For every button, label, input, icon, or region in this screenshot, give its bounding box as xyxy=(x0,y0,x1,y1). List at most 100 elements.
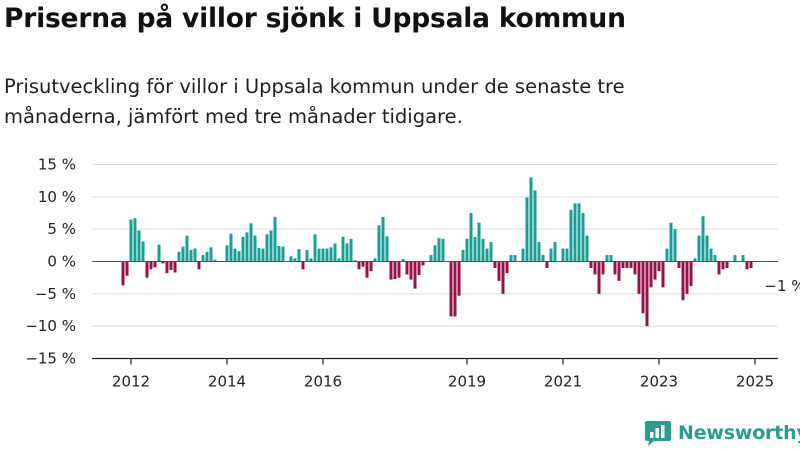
bar xyxy=(733,255,737,262)
bar xyxy=(149,261,153,270)
bar xyxy=(649,261,653,288)
x-tick-label: 2012 xyxy=(112,373,150,391)
bar xyxy=(313,234,317,262)
bar xyxy=(345,243,349,262)
bar xyxy=(145,261,149,278)
chart-subtitle: Prisutveckling för villor i Uppsala komm… xyxy=(4,75,625,128)
bar xyxy=(605,255,609,262)
bar xyxy=(581,213,585,262)
bar xyxy=(645,261,649,327)
bar xyxy=(513,255,517,262)
bar xyxy=(225,245,229,262)
bar xyxy=(165,261,169,274)
bar xyxy=(317,248,321,262)
bar xyxy=(341,236,345,262)
bar xyxy=(273,216,277,262)
bar xyxy=(245,232,249,262)
bar xyxy=(525,197,529,262)
bar xyxy=(173,261,177,273)
bar xyxy=(713,255,717,262)
x-tick-label: 2014 xyxy=(208,373,246,391)
bar xyxy=(413,261,417,289)
bar xyxy=(457,261,461,296)
bar xyxy=(521,248,525,262)
bar xyxy=(721,261,725,270)
bar xyxy=(365,261,369,278)
bar xyxy=(369,261,373,272)
bar xyxy=(357,261,361,270)
bar xyxy=(705,235,709,262)
bar xyxy=(477,222,481,262)
bars-layer xyxy=(121,177,753,327)
bar xyxy=(669,222,673,262)
bar xyxy=(293,258,297,262)
bar xyxy=(597,261,601,294)
bar xyxy=(421,261,425,266)
bar xyxy=(601,261,605,275)
x-tick-label: 2021 xyxy=(544,373,582,391)
x-tick-label: 2016 xyxy=(304,373,342,391)
bar xyxy=(437,238,441,262)
bar xyxy=(429,255,433,262)
bar xyxy=(129,219,133,262)
bar xyxy=(201,255,205,262)
y-tick-label: 5 % xyxy=(47,220,76,238)
bar xyxy=(329,247,333,262)
bar xyxy=(673,229,677,262)
bar xyxy=(497,261,501,281)
bar xyxy=(281,246,285,262)
bar xyxy=(749,261,753,268)
bar xyxy=(741,255,745,262)
bar xyxy=(657,261,661,272)
bar xyxy=(509,255,513,262)
bar xyxy=(681,261,685,301)
bar xyxy=(361,261,365,267)
bar xyxy=(501,261,505,294)
bar xyxy=(385,236,389,262)
bar xyxy=(677,261,681,268)
bar xyxy=(465,238,469,262)
bar xyxy=(305,249,309,262)
bar xyxy=(277,245,281,262)
bar xyxy=(641,261,645,314)
chart-title: Priserna på villor sjönk i Uppsala kommu… xyxy=(4,3,626,34)
bar xyxy=(565,248,569,262)
bar xyxy=(249,223,253,262)
bar xyxy=(709,248,713,262)
bar xyxy=(121,261,125,286)
bar xyxy=(441,238,445,262)
bar xyxy=(137,230,141,262)
y-tick-label: −5 % xyxy=(35,285,76,303)
bar xyxy=(241,236,245,262)
bar xyxy=(473,236,477,262)
bar xyxy=(665,248,669,262)
value-annotation: −1 % xyxy=(764,277,800,295)
label-layer: 15 % 10 % 5 % 0 % −5 % −10 % −15 % 2012 2014 2016… xyxy=(25,156,800,391)
bar xyxy=(621,261,625,268)
bar xyxy=(533,190,537,262)
bar xyxy=(205,251,209,262)
bar-chart-logo-icon xyxy=(645,421,671,446)
bar xyxy=(481,238,485,262)
bar xyxy=(529,177,533,262)
bar xyxy=(561,248,565,262)
bar xyxy=(745,261,749,270)
bar xyxy=(545,261,549,268)
bar xyxy=(309,258,313,262)
bar xyxy=(613,261,617,275)
bar xyxy=(381,216,385,262)
bar xyxy=(197,261,201,270)
bar xyxy=(661,261,665,288)
bar xyxy=(169,261,173,270)
x-tick-label: 2019 xyxy=(448,373,486,391)
bar xyxy=(461,249,465,262)
bar xyxy=(609,255,613,262)
bar xyxy=(433,245,437,262)
bar xyxy=(193,248,197,262)
bar xyxy=(233,248,237,262)
bar xyxy=(653,261,657,280)
bar xyxy=(377,225,381,262)
bar xyxy=(593,261,597,275)
bar xyxy=(717,261,721,275)
y-tick-label: 10 % xyxy=(38,188,76,206)
